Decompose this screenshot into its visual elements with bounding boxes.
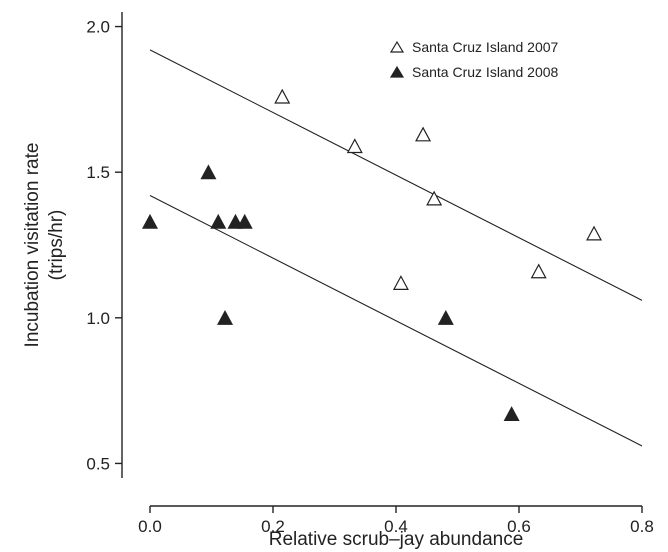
data-points — [141, 88, 603, 422]
data-point-2008 — [200, 164, 217, 180]
y-tick-label: 1.0 — [86, 309, 110, 328]
y-axis-title-line2: (trips/hr) — [46, 210, 67, 281]
data-point-2008 — [141, 213, 159, 229]
data-point-2007 — [392, 275, 409, 290]
y-tick-label: 1.5 — [86, 163, 110, 182]
data-point-2007 — [530, 263, 547, 279]
data-point-2008 — [437, 310, 454, 325]
data-point-2007 — [274, 88, 291, 104]
data-point-2007 — [426, 190, 443, 206]
legend-open-triangle-marker — [389, 40, 405, 53]
y-axis-ticks: 0.5 1.0 1.5 2.0 — [86, 18, 122, 473]
data-point-2008 — [210, 213, 227, 229]
y-axis-title-line1: Incubation visitation rate — [22, 143, 43, 348]
data-point-2007 — [586, 225, 603, 241]
fit-line-2007 — [149, 49, 643, 301]
data-point-2007 — [346, 138, 363, 154]
fit-lines — [149, 49, 643, 447]
y-tick-label: 0.5 — [86, 454, 110, 473]
data-point-2007 — [415, 126, 432, 142]
legend: Santa Cruz Island 2007 Santa Cruz Island… — [389, 39, 559, 80]
legend-label-2008: Santa Cruz Island 2008 — [412, 64, 559, 80]
fit-line-2008 — [149, 194, 643, 447]
x-tick-label: 0.6 — [507, 517, 531, 536]
data-point-2008 — [217, 310, 234, 325]
data-point-2008 — [503, 406, 520, 422]
data-point-2008 — [236, 213, 253, 229]
x-tick-label: 0.4 — [384, 517, 408, 536]
legend-label-2007: Santa Cruz Island 2007 — [412, 39, 559, 55]
y-tick-label: 2.0 — [86, 18, 110, 37]
x-tick-label: 0.8 — [630, 517, 654, 536]
x-axis-title: Relative scrub–jay abundance — [269, 529, 524, 550]
x-tick-label: 0.0 — [138, 517, 162, 536]
x-axis-ticks: 0.0 0.2 0.4 0.6 0.8 — [138, 506, 654, 536]
x-tick-label: 0.2 — [261, 517, 285, 536]
legend-filled-triangle-marker — [389, 65, 405, 78]
